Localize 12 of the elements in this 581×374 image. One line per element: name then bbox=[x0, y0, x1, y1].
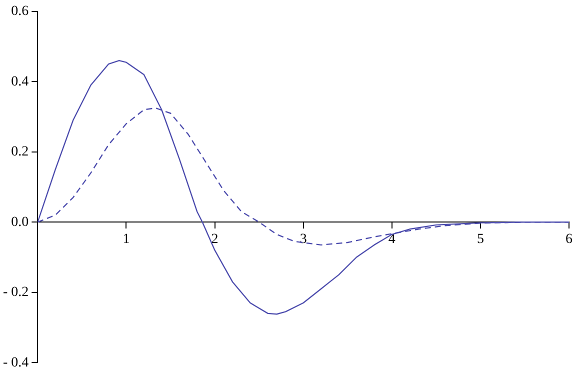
y-tick-label: 0.6 bbox=[11, 4, 29, 20]
x-tick-label: 5 bbox=[476, 232, 484, 248]
x-tick-label: 1 bbox=[122, 232, 130, 248]
x-tick-label: 4 bbox=[388, 232, 396, 248]
x-tick-label: 6 bbox=[566, 232, 572, 248]
y-tick-label: 0.2 bbox=[11, 144, 29, 160]
y-tick-label: 0.4 bbox=[11, 74, 29, 90]
y-tick-label: - 0.4 bbox=[2, 355, 29, 370]
x-tick-label: 3 bbox=[300, 232, 307, 248]
y-tick-label: 0.0 bbox=[11, 214, 29, 230]
y-tick-label: - 0.2 bbox=[2, 285, 29, 300]
x-tick-label: 2 bbox=[211, 232, 218, 248]
